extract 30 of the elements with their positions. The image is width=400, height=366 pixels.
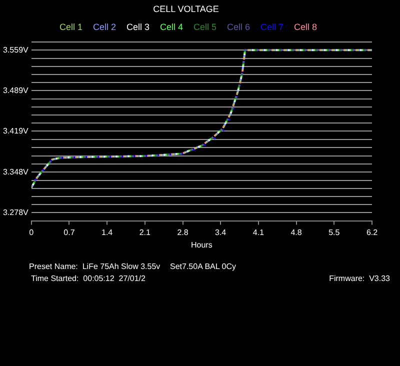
text: Set7.50A BAL 0Cy bbox=[170, 262, 236, 271]
x-tick-label: 0.7 bbox=[64, 228, 76, 237]
text: Time Started: 00:05:12 27/01/2 bbox=[31, 274, 146, 283]
y-tick-label: 3.489V bbox=[2, 86, 30, 95]
x-tick-label: 4.1 bbox=[252, 228, 265, 237]
x-tick-label: 2.8 bbox=[177, 228, 189, 237]
chart-title: CELL VOLTAGE bbox=[153, 4, 219, 14]
text: Cell 6 bbox=[227, 22, 250, 32]
y-tick-label: 3.559V bbox=[2, 45, 30, 54]
y-tick-label: 3.348V bbox=[2, 167, 30, 176]
text: Cell 5 bbox=[194, 22, 217, 32]
text: Cell 3 bbox=[126, 22, 150, 32]
text: Preset Name: LiFe 75Ah Slow 3.55v bbox=[29, 262, 160, 271]
x-axis-title: Hours bbox=[191, 240, 212, 250]
line-series bbox=[31, 49, 372, 189]
x-tick-label: 3.4 bbox=[215, 228, 227, 237]
text: Cell 7 bbox=[260, 22, 284, 32]
x-tick-label: 5.5 bbox=[328, 228, 340, 237]
x-tick-label: 0 bbox=[29, 228, 34, 237]
x-tick-label: 4.8 bbox=[290, 228, 302, 237]
text: Firmware: V3.33 bbox=[329, 274, 390, 283]
text: Cell 1 bbox=[59, 22, 82, 32]
x-tick-label: 6.2 bbox=[366, 228, 378, 237]
y-tick-label: 3.278V bbox=[2, 208, 30, 217]
x-tick-label: 1.4 bbox=[102, 228, 114, 237]
text: Cell 2 bbox=[92, 22, 116, 32]
text: Cell 4 bbox=[160, 22, 184, 32]
text: Cell 8 bbox=[294, 22, 318, 32]
x-tick-label: 2.1 bbox=[139, 228, 152, 237]
y-tick-label: 3.419V bbox=[2, 126, 30, 136]
